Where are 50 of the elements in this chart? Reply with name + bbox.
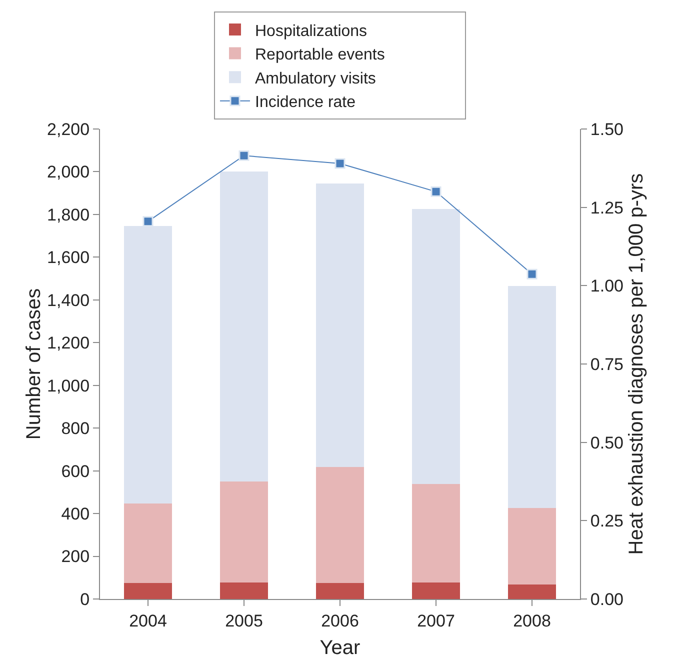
point (430, 186, 442, 197)
legend-label: Incidence rate (255, 94, 356, 112)
y2-tick-label: 0.25 (590, 512, 624, 531)
x-tick-label: 2005 (225, 611, 263, 630)
y-tick-label: 2,000 (47, 162, 90, 182)
legend-label: Ambulatory visits (255, 70, 376, 88)
y-tick-label: 200 (61, 547, 90, 566)
bar (316, 466, 364, 583)
bar (124, 504, 172, 584)
y2-tick-label: 1.50 (590, 120, 624, 139)
legend-label: Reportable events (255, 46, 385, 64)
x-tick-label: 2008 (513, 611, 551, 630)
y-tick-label: 2,200 (47, 120, 90, 139)
bar (316, 183, 364, 467)
bar (412, 582, 460, 599)
y-tick-label: 0 (80, 590, 90, 609)
x-axis-title: Year (320, 636, 361, 659)
bar (508, 286, 556, 508)
y-axis-title: Number of cases (23, 288, 46, 440)
bar (316, 582, 364, 599)
y2-tick-label: 0.00 (590, 590, 624, 609)
x-tick-label: 2007 (417, 611, 455, 630)
bar (124, 583, 172, 599)
point (142, 216, 154, 227)
y-tick-label: 800 (61, 419, 90, 438)
bar (220, 482, 268, 582)
point (238, 150, 250, 161)
legend-label: Hospitalizations (255, 22, 368, 40)
y-tick-label: 1,000 (47, 376, 90, 396)
bar (412, 209, 460, 484)
bar (412, 484, 460, 582)
point (526, 268, 538, 280)
bar (220, 172, 268, 482)
y2-tick-label: 0.50 (590, 433, 624, 452)
y-tick-label: 400 (61, 504, 90, 524)
y2-axis-title: Heat exhaustion diagnoses per 1,000 p-yrs (625, 173, 648, 555)
y-tick-label: 1,200 (47, 334, 90, 353)
y-tick-label: 1,800 (47, 205, 90, 224)
bar (508, 508, 556, 584)
x-tick-label: 2006 (321, 611, 359, 630)
bar (220, 582, 268, 599)
bar (508, 584, 556, 599)
y-tick-label: 600 (61, 462, 90, 481)
x-tick-label: 2004 (129, 611, 167, 630)
y2-tick-label: 1.00 (590, 276, 624, 296)
y2-tick-label: 0.75 (590, 354, 624, 374)
y-tick-label: 1,600 (47, 248, 90, 268)
point (334, 158, 346, 169)
y2-tick-label: 1.25 (590, 198, 624, 218)
y-tick-label: 1,400 (47, 290, 90, 310)
